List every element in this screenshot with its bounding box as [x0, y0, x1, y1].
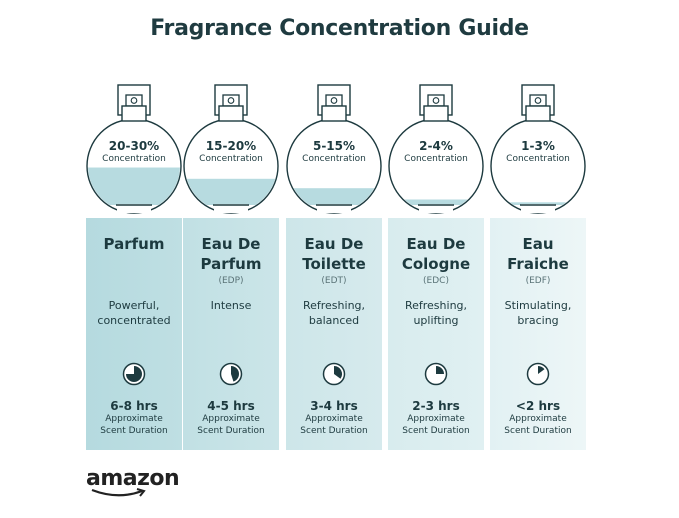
column-1: Eau De Parfum (EDP) Intense 4-5 hrs Appr…	[183, 218, 279, 450]
concentration-percent: 20-30%	[108, 139, 160, 153]
clock-icon	[122, 362, 146, 386]
fragrance-name: Eau De Toilette	[302, 235, 366, 273]
bottle-4: 1-3% Concentration	[489, 84, 587, 216]
concentration-label: Concentration	[302, 154, 366, 164]
column-0: Parfum Powerful, concentrated 6-8 hrs Ap…	[86, 218, 182, 450]
bottle-2: 5-15% Concentration	[285, 84, 383, 216]
duration-value: 6-8 hrs	[110, 399, 158, 413]
concentration-label: Concentration	[199, 154, 263, 164]
column-2: Eau De Toilette (EDT) Refreshing, balanc…	[286, 218, 382, 450]
clock-icon	[526, 362, 550, 386]
duration-label: Approximate Scent Duration	[402, 414, 470, 436]
concentration-percent: 2-4%	[419, 139, 453, 153]
liquid-level	[390, 199, 482, 205]
duration-label: Approximate Scent Duration	[100, 414, 168, 436]
fragrance-description: Powerful, concentrated	[97, 299, 171, 327]
bottle-icon	[286, 84, 382, 214]
fragrance-description: Stimulating, bracing	[504, 299, 572, 327]
liquid-level	[492, 202, 584, 205]
column-3: Eau De Cologne (EDC) Refreshing, uplifti…	[388, 218, 484, 450]
fragrance-abbr: (EDT)	[321, 276, 347, 286]
page-title: Fragrance Concentration Guide	[150, 16, 529, 41]
fragrance-abbr: (EDC)	[423, 276, 449, 286]
liquid-level	[88, 167, 180, 205]
smile-arrow-icon	[91, 488, 146, 497]
fragrance-name: Eau Fraiche	[507, 235, 569, 273]
clock-icon	[322, 362, 346, 386]
concentration-label: Concentration	[102, 154, 166, 164]
concentration-percent: 5-15%	[312, 139, 356, 153]
bottle-icon	[86, 84, 182, 214]
duration-label: Approximate Scent Duration	[197, 414, 265, 436]
bottle-1: 15-20% Concentration	[182, 84, 280, 216]
bottle-3: 2-4% Concentration	[387, 84, 485, 216]
duration-value: 2-3 hrs	[412, 399, 460, 413]
fragrance-name: Parfum	[103, 235, 165, 253]
concentration-label: Concentration	[404, 154, 468, 164]
fragrance-name: Eau De Parfum	[200, 235, 262, 273]
duration-value: <2 hrs	[515, 399, 561, 413]
clock-icon	[424, 362, 448, 386]
concentration-label: Concentration	[506, 154, 570, 164]
duration-label: Approximate Scent Duration	[300, 414, 368, 436]
liquid-level	[185, 178, 277, 205]
fragrance-description: Refreshing, balanced	[302, 299, 366, 327]
concentration-percent: 15-20%	[205, 139, 257, 153]
liquid-level	[288, 188, 380, 205]
fragrance-abbr: (EDF)	[525, 276, 551, 286]
duration-value: 4-5 hrs	[207, 399, 255, 413]
fragrance-description: Intense	[210, 299, 252, 312]
fragrance-name: Eau De Cologne	[401, 235, 471, 273]
clock-icon	[219, 362, 243, 386]
column-4: Eau Fraiche (EDF) Stimulating, bracing <…	[490, 218, 586, 450]
bottle-icon	[490, 84, 586, 214]
bottle-icon	[183, 84, 279, 214]
concentration-percent: 1-3%	[521, 139, 555, 153]
amazon-logo: amazon	[86, 466, 180, 497]
logo-text: amazon	[86, 466, 180, 491]
fragrance-description: Refreshing, uplifting	[404, 299, 468, 327]
duration-label: Approximate Scent Duration	[504, 414, 572, 436]
bottle-0: 20-30% Concentration	[85, 84, 183, 216]
bottle-icon	[388, 84, 484, 214]
fragrance-abbr: (EDP)	[218, 276, 244, 286]
duration-value: 3-4 hrs	[310, 399, 358, 413]
